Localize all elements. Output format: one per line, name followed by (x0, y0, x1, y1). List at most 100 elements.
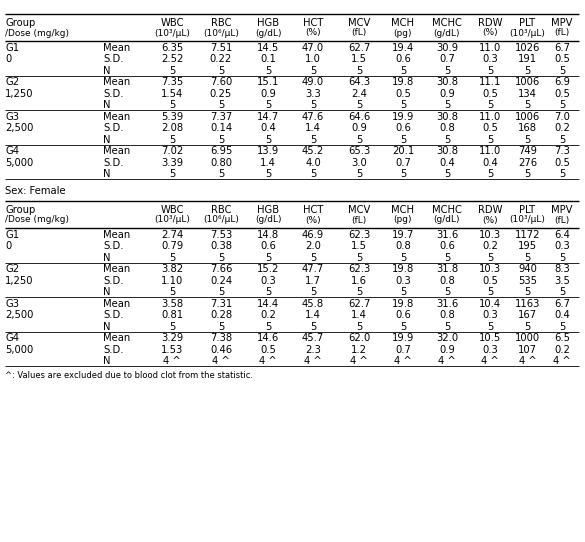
Text: 1006: 1006 (515, 78, 540, 87)
Text: (10³/µL): (10³/µL) (154, 29, 190, 37)
Text: 49.0: 49.0 (302, 78, 324, 87)
Text: 0.8: 0.8 (439, 123, 455, 133)
Text: 195: 195 (518, 241, 537, 251)
Text: 19.8: 19.8 (392, 299, 414, 309)
Text: 0.4: 0.4 (482, 158, 498, 168)
Text: 0.9: 0.9 (439, 89, 455, 99)
Text: MCH: MCH (391, 205, 415, 215)
Text: 32.0: 32.0 (436, 333, 458, 343)
Text: 7.02: 7.02 (161, 146, 183, 156)
Text: 0.79: 0.79 (161, 241, 183, 251)
Text: 5: 5 (487, 253, 493, 263)
Text: 1026: 1026 (515, 43, 540, 53)
Text: 5: 5 (400, 100, 406, 110)
Text: G2: G2 (5, 264, 19, 274)
Text: 0.80: 0.80 (210, 158, 232, 168)
Text: 0.3: 0.3 (554, 241, 570, 251)
Text: 5: 5 (444, 66, 450, 76)
Text: 4 ^: 4 ^ (519, 356, 536, 366)
Text: 5: 5 (487, 66, 493, 76)
Text: 7.53: 7.53 (210, 230, 232, 240)
Text: S.D.: S.D. (103, 276, 123, 286)
Text: 4 ^: 4 ^ (259, 356, 277, 366)
Text: MCHC: MCHC (432, 18, 462, 28)
Text: 0.6: 0.6 (439, 241, 455, 251)
Text: 0.7: 0.7 (395, 345, 411, 355)
Text: 11.0: 11.0 (479, 43, 501, 53)
Text: 6.9: 6.9 (554, 78, 570, 87)
Text: Mean: Mean (103, 78, 130, 87)
Text: 5: 5 (487, 287, 493, 297)
Text: 2.3: 2.3 (305, 345, 321, 355)
Text: 19.9: 19.9 (392, 112, 414, 122)
Text: 7.66: 7.66 (210, 264, 232, 274)
Text: 940: 940 (518, 264, 537, 274)
Text: 5: 5 (487, 135, 493, 145)
Text: 5.39: 5.39 (161, 112, 183, 122)
Text: 5: 5 (356, 100, 362, 110)
Text: 62.3: 62.3 (348, 230, 370, 240)
Text: 7.31: 7.31 (210, 299, 232, 309)
Text: 45.2: 45.2 (302, 146, 324, 156)
Text: N: N (103, 356, 111, 366)
Text: 10.3: 10.3 (479, 230, 501, 240)
Text: 2.0: 2.0 (305, 241, 321, 251)
Text: 19.7: 19.7 (392, 230, 414, 240)
Text: 1.53: 1.53 (161, 345, 183, 355)
Text: PLT: PLT (519, 18, 535, 28)
Text: 5: 5 (444, 253, 450, 263)
Text: 0.7: 0.7 (439, 54, 455, 64)
Text: 10.5: 10.5 (479, 333, 501, 343)
Text: WBC: WBC (160, 18, 184, 28)
Text: 535: 535 (518, 276, 537, 286)
Text: 11.0: 11.0 (479, 112, 501, 122)
Text: 1006: 1006 (515, 112, 540, 122)
Text: 0.4: 0.4 (439, 158, 455, 168)
Text: 6.35: 6.35 (161, 43, 183, 53)
Text: 31.8: 31.8 (436, 264, 458, 274)
Text: 4 ^: 4 ^ (481, 356, 499, 366)
Text: 0.6: 0.6 (260, 241, 276, 251)
Text: 5: 5 (218, 169, 224, 179)
Text: 7.60: 7.60 (210, 78, 232, 87)
Text: (10³/µL): (10³/µL) (510, 29, 545, 37)
Text: (g/dL): (g/dL) (433, 216, 460, 224)
Text: 4 ^: 4 ^ (163, 356, 181, 366)
Text: (fL): (fL) (555, 29, 570, 37)
Text: MCHC: MCHC (432, 205, 462, 215)
Text: G1: G1 (5, 43, 19, 53)
Text: G4: G4 (5, 146, 19, 156)
Text: Mean: Mean (103, 146, 130, 156)
Text: 5: 5 (218, 287, 224, 297)
Text: Group: Group (5, 205, 35, 215)
Text: 14.5: 14.5 (257, 43, 279, 53)
Text: N: N (103, 322, 111, 332)
Text: 0.24: 0.24 (210, 276, 232, 286)
Text: 7.38: 7.38 (210, 333, 232, 343)
Text: 0.5: 0.5 (482, 123, 498, 133)
Text: 5: 5 (400, 135, 406, 145)
Text: 14.8: 14.8 (257, 230, 279, 240)
Text: 4 ^: 4 ^ (304, 356, 322, 366)
Text: 5: 5 (310, 322, 316, 332)
Text: 0.3: 0.3 (482, 345, 498, 355)
Text: 5: 5 (444, 135, 450, 145)
Text: G3: G3 (5, 299, 19, 309)
Text: 0.3: 0.3 (482, 54, 498, 64)
Text: 5: 5 (356, 322, 362, 332)
Text: 10.4: 10.4 (479, 299, 501, 309)
Text: 5: 5 (169, 169, 175, 179)
Text: 46.9: 46.9 (302, 230, 324, 240)
Text: HCT: HCT (303, 205, 323, 215)
Text: 5: 5 (218, 253, 224, 263)
Text: (g/dL): (g/dL) (433, 29, 460, 37)
Text: 3.29: 3.29 (161, 333, 183, 343)
Text: 4.0: 4.0 (305, 158, 321, 168)
Text: MCV: MCV (348, 18, 370, 28)
Text: 19.4: 19.4 (392, 43, 414, 53)
Text: 30.8: 30.8 (436, 78, 458, 87)
Text: 4 ^: 4 ^ (212, 356, 230, 366)
Text: 5: 5 (356, 169, 362, 179)
Text: 0.5: 0.5 (482, 89, 498, 99)
Text: 0.5: 0.5 (395, 89, 411, 99)
